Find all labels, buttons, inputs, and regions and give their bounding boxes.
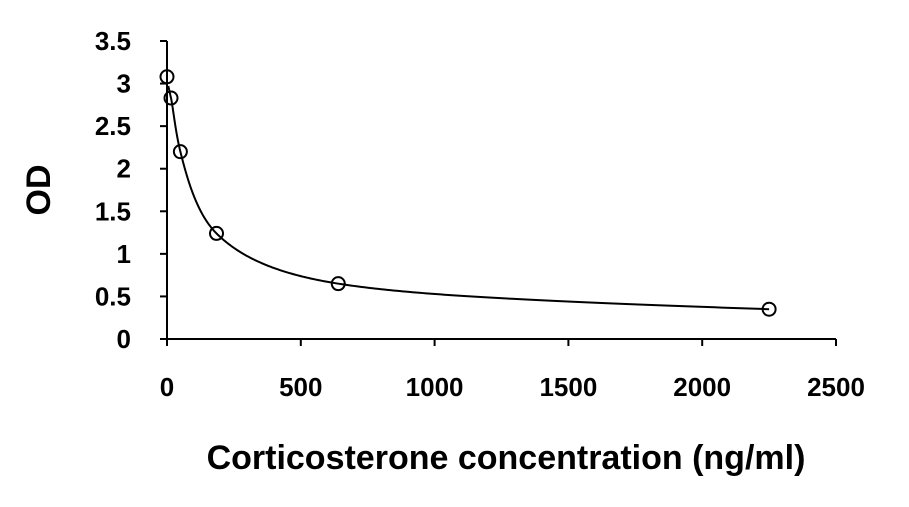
y-tick-label: 3 bbox=[117, 69, 131, 99]
y-tick-label: 2 bbox=[117, 154, 131, 184]
y-tick-label: 0 bbox=[117, 324, 131, 354]
y-tick-label: 2.5 bbox=[95, 111, 131, 141]
x-tick-label: 1000 bbox=[406, 372, 464, 402]
x-axis-ticks: 0 500 1000 1500 2000 2500 bbox=[160, 339, 865, 402]
axes: 0 0.5 1 1.5 2 2.5 3 3.5 0 500 1000 1500 2000 2500 bbox=[95, 26, 865, 402]
y-axis-title: OD bbox=[20, 165, 58, 216]
data-point bbox=[330, 276, 346, 292]
y-tick-label: 0.5 bbox=[95, 281, 131, 311]
x-tick-label: 1500 bbox=[539, 372, 597, 402]
y-tick-label: 1.5 bbox=[95, 196, 131, 226]
x-tick-label: 2000 bbox=[673, 372, 731, 402]
data-point bbox=[159, 69, 175, 85]
x-tick-label: 0 bbox=[160, 372, 174, 402]
data-point bbox=[163, 90, 179, 106]
y-tick-label: 1 bbox=[117, 239, 131, 269]
data-points bbox=[159, 69, 777, 317]
y-axis-ticks: 0 0.5 1 1.5 2 2.5 3 3.5 bbox=[95, 26, 167, 354]
data-point bbox=[172, 144, 188, 160]
fitted-curve bbox=[167, 85, 770, 311]
x-tick-label: 500 bbox=[279, 372, 322, 402]
x-tick-label: 2500 bbox=[807, 372, 865, 402]
data-point bbox=[761, 301, 777, 317]
x-axis-title: Corticosterone concentration (ng/ml) bbox=[207, 439, 806, 477]
y-tick-label: 3.5 bbox=[95, 26, 131, 56]
data-point bbox=[209, 225, 225, 241]
